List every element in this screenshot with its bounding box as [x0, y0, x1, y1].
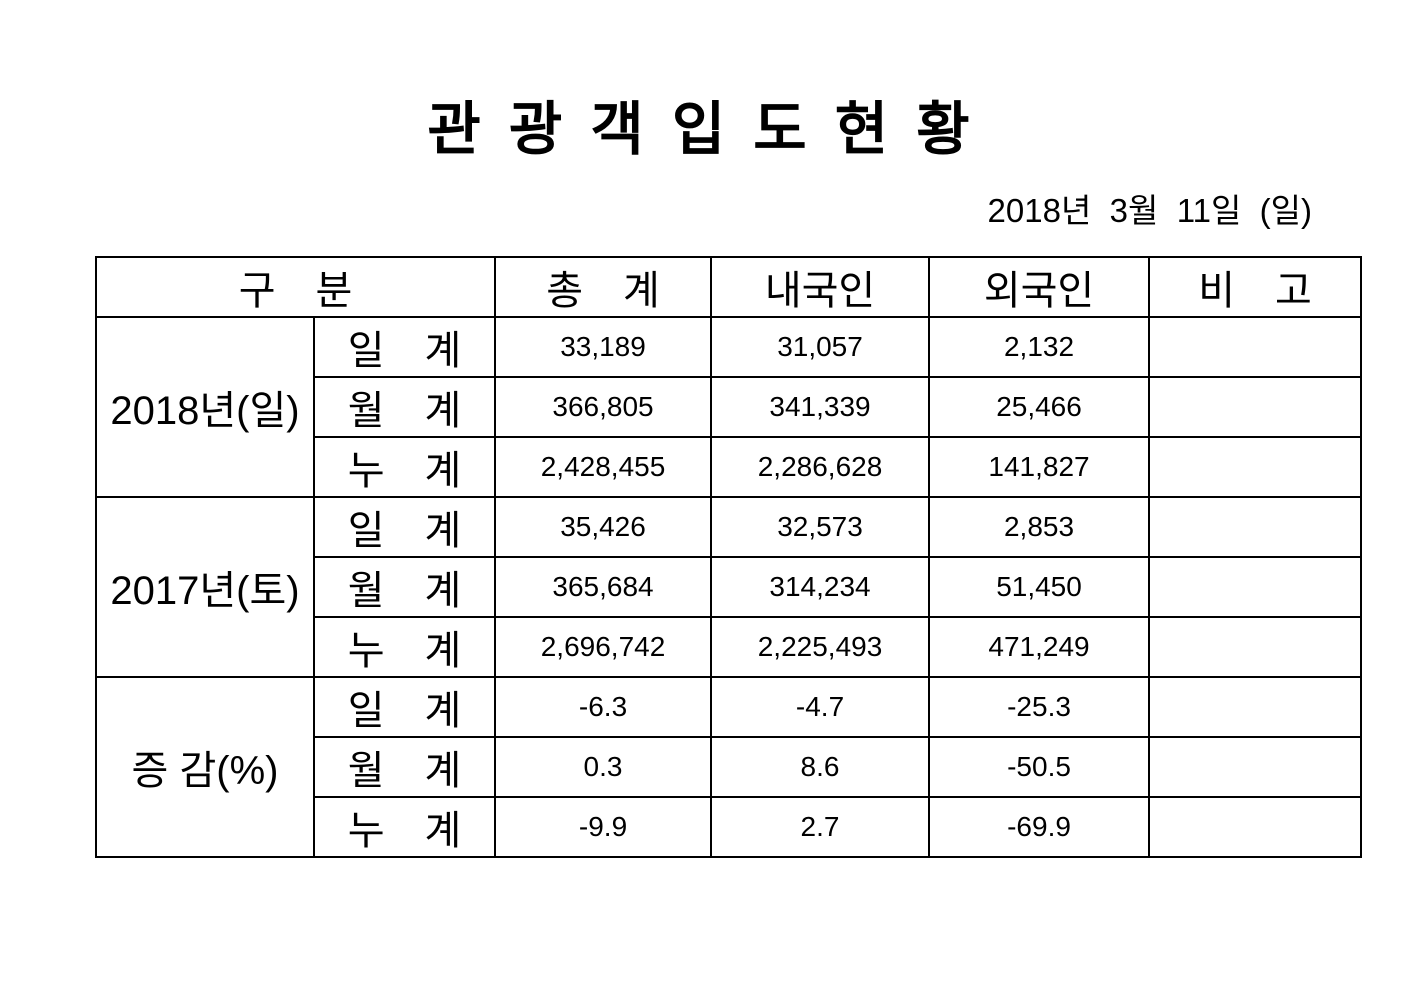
- domestic-value: 2,286,628: [710, 436, 931, 499]
- table-row: 누 계 -9.9 2.7 -69.9: [96, 796, 1363, 859]
- row-type-label: 월 계: [312, 556, 497, 619]
- group-label-2018: 2018년(일): [95, 316, 315, 499]
- foreign-value: -25.3: [928, 676, 1151, 739]
- document-page: 관 광 객 입 도 현 황 2018년 3월 11일 (일) 구 분 총 계 내…: [0, 97, 1403, 992]
- total-value: -6.3: [494, 676, 713, 739]
- total-value: 2,428,455: [494, 436, 713, 499]
- table-header-row: 구 분 총 계 내국인 외국인 비 고: [94, 256, 1363, 319]
- note-cell: [1148, 496, 1363, 559]
- table-row: 2018년(일) 일 계 33,189 31,057 2,132: [95, 316, 1363, 499]
- foreign-value: 141,827: [928, 436, 1151, 499]
- row-type-label: 누 계: [312, 436, 497, 499]
- row-type-label: 일 계: [312, 496, 497, 559]
- note-cell: [1148, 436, 1363, 499]
- foreign-value: 25,466: [928, 376, 1151, 439]
- domestic-value: 314,234: [710, 556, 931, 619]
- column-header-category: 구 분: [94, 256, 497, 319]
- total-value: -9.9: [494, 796, 713, 859]
- column-header-total: 총 계: [494, 256, 713, 319]
- table-row: 월 계 0.3 8.6 -50.5: [96, 736, 1363, 799]
- column-header-note: 비 고: [1148, 256, 1363, 319]
- note-cell: [1148, 676, 1363, 739]
- table-row: 월 계 365,684 314,234 51,450: [96, 556, 1363, 619]
- domestic-value: 2,225,493: [710, 616, 931, 679]
- row-type-label: 월 계: [312, 736, 497, 799]
- foreign-value: 51,450: [928, 556, 1151, 619]
- total-value: 35,426: [494, 496, 713, 559]
- table-row: 2017년(토) 일 계 35,426 32,573 2,853: [95, 496, 1363, 679]
- domestic-value: 2.7: [710, 796, 931, 859]
- table-row: 월 계 366,805 341,339 25,466: [96, 376, 1363, 439]
- domestic-value: 31,057: [710, 316, 931, 379]
- row-type-label: 일 계: [312, 676, 497, 739]
- tourist-arrival-table: 구 분 총 계 내국인 외국인 비 고 2018년(일) 일 계 33,189 …: [94, 256, 1363, 859]
- domestic-value: 32,573: [710, 496, 931, 559]
- table-row: 누 계 2,428,455 2,286,628 141,827: [96, 436, 1363, 499]
- note-cell: [1148, 376, 1363, 439]
- group-label-change-pct: 증 감(%): [95, 676, 315, 859]
- total-value: 365,684: [494, 556, 713, 619]
- report-date: 2018년 3월 11일 (일): [987, 191, 1312, 229]
- note-cell: [1148, 556, 1363, 619]
- note-cell: [1148, 616, 1363, 679]
- note-cell: [1148, 316, 1363, 379]
- total-value: 366,805: [494, 376, 713, 439]
- column-header-domestic: 내국인: [710, 256, 931, 319]
- foreign-value: 2,853: [928, 496, 1151, 559]
- domestic-value: 341,339: [710, 376, 931, 439]
- foreign-value: -69.9: [928, 796, 1151, 859]
- foreign-value: 471,249: [928, 616, 1151, 679]
- row-type-label: 일 계: [312, 316, 497, 379]
- row-type-label: 누 계: [312, 616, 497, 679]
- foreign-value: 2,132: [928, 316, 1151, 379]
- note-cell: [1148, 736, 1363, 799]
- column-header-foreign: 외국인: [928, 256, 1151, 319]
- group-label-2017: 2017년(토): [95, 496, 315, 679]
- row-type-label: 누 계: [312, 796, 497, 859]
- table-row: 증 감(%) 일 계 -6.3 -4.7 -25.3: [95, 676, 1363, 859]
- table-row: 누 계 2,696,742 2,225,493 471,249: [96, 616, 1363, 679]
- domestic-value: -4.7: [710, 676, 931, 739]
- domestic-value: 8.6: [710, 736, 931, 799]
- note-cell: [1148, 796, 1363, 859]
- foreign-value: -50.5: [928, 736, 1151, 799]
- total-value: 33,189: [494, 316, 713, 379]
- row-type-label: 월 계: [312, 376, 497, 439]
- page-title: 관 광 객 입 도 현 황: [427, 97, 976, 162]
- total-value: 0.3: [494, 736, 713, 799]
- total-value: 2,696,742: [494, 616, 713, 679]
